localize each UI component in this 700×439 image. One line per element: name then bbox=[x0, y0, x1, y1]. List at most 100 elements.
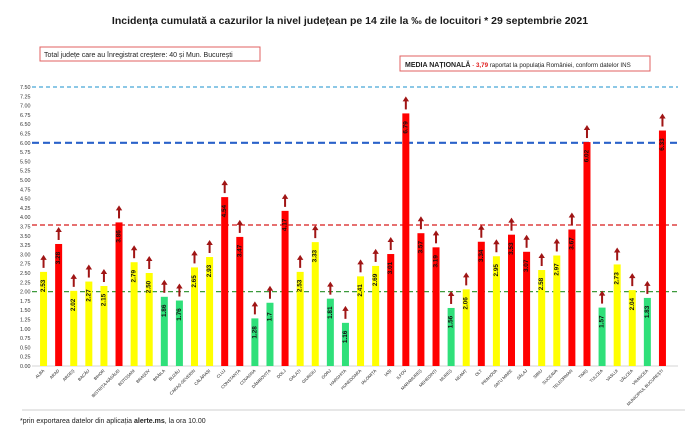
bar-brașov bbox=[145, 273, 153, 366]
y-tick-label: 7.50 bbox=[20, 85, 31, 91]
y-tick-label: 4.75 bbox=[20, 187, 31, 193]
bar-suceava bbox=[553, 255, 561, 366]
trend-arrow-up bbox=[146, 256, 153, 261]
national-average-border bbox=[399, 55, 651, 72]
bar-vâlcea bbox=[628, 290, 636, 366]
footnote-suffix: , la ora 10.00 bbox=[165, 418, 206, 425]
value-label: 2.04 bbox=[629, 297, 636, 310]
trend-arrow-up bbox=[281, 193, 289, 199]
bar-caraș-severin bbox=[191, 267, 198, 366]
bar-hunedoara bbox=[357, 276, 365, 366]
bar-gorj bbox=[326, 298, 334, 366]
y-tick-label: 4.25 bbox=[20, 206, 31, 212]
value-label: 4.17 bbox=[282, 218, 289, 231]
bar-brăila bbox=[160, 296, 168, 366]
value-label: 2.58 bbox=[538, 277, 545, 290]
trend-arrow-up bbox=[523, 234, 530, 240]
trend-arrow-up bbox=[508, 217, 515, 223]
bar-botoșani bbox=[130, 262, 138, 366]
trend-arrow-up bbox=[206, 240, 213, 246]
bar-satu-mare bbox=[508, 234, 515, 366]
trend-arrow-up bbox=[70, 273, 77, 279]
bar-vrancea bbox=[643, 297, 651, 366]
value-label: 1.28 bbox=[251, 326, 258, 339]
y-tick-label: 6.25 bbox=[20, 132, 31, 138]
info-box: Total județe care au înregistrat creșter… bbox=[39, 46, 261, 62]
value-label: 3.01 bbox=[387, 261, 394, 274]
trend-arrow-up bbox=[115, 205, 123, 211]
x-tick-label: TIMIȘ bbox=[577, 368, 589, 380]
y-tick-label: 2.25 bbox=[20, 280, 31, 286]
trend-arrow-up bbox=[598, 290, 606, 296]
y-tick-label: 3.25 bbox=[20, 243, 31, 249]
bar-cluj bbox=[221, 197, 229, 366]
trend-arrow-up bbox=[266, 285, 274, 291]
y-tick-label: 1.00 bbox=[20, 327, 31, 333]
value-label: 1.7 bbox=[266, 312, 273, 321]
trend-arrow-up bbox=[55, 226, 62, 232]
value-label: 3.47 bbox=[236, 244, 243, 257]
bar-argeș bbox=[70, 290, 78, 366]
value-label: 3.34 bbox=[478, 249, 485, 262]
value-label: 2.95 bbox=[493, 264, 500, 277]
bar-timiș bbox=[583, 142, 591, 366]
y-tick-label: 7.25 bbox=[20, 94, 31, 100]
value-label: 3.57 bbox=[417, 241, 424, 254]
x-tick-label: GORJ bbox=[320, 368, 332, 380]
x-tick-label: OLT bbox=[474, 368, 483, 377]
x-tick-label: IAȘI bbox=[383, 368, 392, 377]
trend-arrow-up bbox=[357, 259, 364, 265]
y-tick-label: 7.00 bbox=[20, 104, 31, 110]
y-tick-label: 5.25 bbox=[20, 169, 31, 175]
y-tick-label: 5.75 bbox=[20, 150, 31, 156]
bar-giurgiu bbox=[311, 242, 319, 366]
y-tick-label: 5.50 bbox=[20, 159, 31, 165]
x-tick-label: CLUJ bbox=[215, 368, 226, 379]
bar-mehedinți bbox=[432, 247, 440, 366]
national-average-value: 3,79 bbox=[476, 62, 489, 69]
bar-vaslui bbox=[613, 264, 621, 366]
bar-buzău bbox=[175, 300, 183, 366]
y-tick-label: 3.75 bbox=[20, 225, 31, 231]
trend-arrow-up bbox=[478, 224, 485, 230]
trend-arrow-up bbox=[538, 253, 545, 259]
trend-arrow-up bbox=[312, 225, 319, 231]
bar-alba bbox=[40, 271, 48, 366]
y-tick-label: 0.50 bbox=[20, 345, 31, 351]
value-label: 3.53 bbox=[508, 242, 515, 255]
bar-olt bbox=[477, 241, 485, 366]
value-label: 1.86 bbox=[161, 304, 168, 317]
bar-sălaj bbox=[523, 251, 531, 366]
y-tick-label: 5.00 bbox=[20, 178, 31, 184]
y-tick-label: 2.50 bbox=[20, 271, 31, 277]
value-label: 2.15 bbox=[100, 293, 107, 306]
bar-iași bbox=[387, 254, 395, 366]
trend-arrow-up bbox=[372, 248, 379, 254]
bar-tulcea bbox=[598, 307, 606, 366]
y-tick-label: 1.25 bbox=[20, 318, 31, 324]
bar-prahova bbox=[492, 256, 500, 366]
y-tick-label: 2.75 bbox=[20, 262, 31, 268]
x-tick-label: DOLJ bbox=[276, 368, 287, 379]
value-label: 1.56 bbox=[448, 315, 455, 328]
value-label: 2.27 bbox=[85, 289, 92, 302]
bar-dolj bbox=[281, 210, 289, 366]
footnote-app-name: alerte.ms bbox=[134, 418, 165, 425]
y-tick-label: 2.00 bbox=[20, 290, 31, 296]
trend-arrow-up bbox=[493, 239, 500, 245]
bar-călărași bbox=[206, 257, 214, 366]
bars bbox=[40, 113, 666, 366]
bar-municipiul-bucurești bbox=[658, 130, 666, 366]
trend-arrows bbox=[40, 96, 666, 319]
info-box-border bbox=[39, 46, 261, 62]
y-tick-label: 6.50 bbox=[20, 122, 31, 128]
value-label: 3.19 bbox=[433, 255, 440, 268]
trend-arrow-up bbox=[644, 280, 651, 286]
trend-arrow-up bbox=[629, 273, 636, 279]
bar-bistrița-năsăud bbox=[115, 222, 123, 366]
bar-arad bbox=[55, 243, 63, 366]
bar-galați bbox=[296, 271, 304, 366]
value-label: 2.53 bbox=[297, 279, 304, 292]
national-average-box: MEDIA NAȚIONALĂ - 3,79 raportat la popul… bbox=[399, 55, 651, 72]
y-tick-label: 3.00 bbox=[20, 252, 31, 258]
